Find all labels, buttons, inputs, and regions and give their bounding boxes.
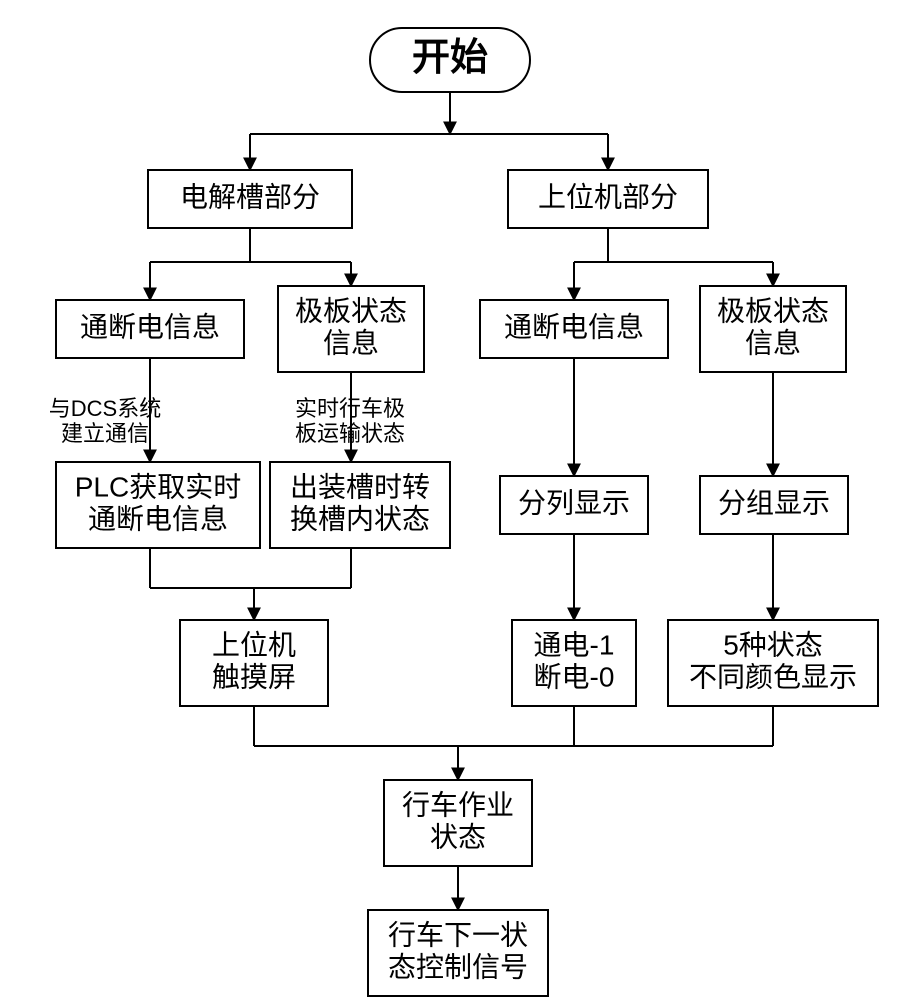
node-start: 开始 [370,28,530,92]
node-e_plate: 极板状态信息 [278,286,424,372]
node-crane_op: 行车作业状态 [384,780,532,866]
node-text-e_power-0: 通断电信息 [80,311,220,342]
node-text-h_plate-1: 信息 [745,327,801,358]
node-text-e_plate-0: 极板状态 [295,295,407,326]
annotation-text-crane-1: 板运输状态 [295,421,405,446]
node-text-touch-0: 上位机 [212,629,296,660]
node-text-grp_disp-0: 分组显示 [718,487,830,518]
annotation-dcs: 与DCS系统建立通信 [49,396,161,446]
node-text-touch-1: 触摸屏 [212,661,296,692]
node-h_power: 通断电信息 [480,300,668,358]
annotation-text-dcs-0: 与DCS系统 [49,396,161,421]
node-power_10: 通电-1断电-0 [512,620,636,706]
node-text-five_states-0: 5种状态 [723,629,823,660]
node-text-transform-0: 出装槽时转 [290,471,430,502]
node-col_disp: 分列显示 [500,476,648,534]
node-h_plate: 极板状态信息 [700,286,846,372]
node-text-start-0: 开始 [412,37,488,79]
flowchart-canvas: 开始电解槽部分上位机部分通断电信息极板状态信息通断电信息极板状态信息PLC获取实… [0,0,915,1000]
node-host: 上位机部分 [508,170,708,228]
node-e_power: 通断电信息 [56,300,244,358]
node-text-crane_op-1: 状态 [430,821,486,852]
node-grp_disp: 分组显示 [700,476,848,534]
node-text-crane_next-0: 行车下一状 [388,919,528,950]
node-text-e_plate-1: 信息 [323,327,379,358]
node-touch: 上位机触摸屏 [180,620,328,706]
node-text-h_power-0: 通断电信息 [504,311,644,342]
node-text-power_10-1: 断电-0 [534,661,615,692]
node-text-power_10-0: 通电-1 [534,629,615,660]
node-text-host-0: 上位机部分 [538,181,678,212]
annotation-text-crane-0: 实时行车极 [295,396,405,421]
annotation-text-dcs-1: 建立通信 [61,421,149,446]
node-text-five_states-1: 不同颜色显示 [689,661,857,692]
node-transform: 出装槽时转换槽内状态 [270,462,450,548]
node-text-crane_next-1: 态控制信号 [388,951,528,982]
annotation-crane: 实时行车极板运输状态 [295,396,405,446]
node-plc: PLC获取实时通断电信息 [56,462,260,548]
node-text-plc-1: 通断电信息 [88,503,228,534]
node-text-transform-1: 换槽内状态 [290,503,430,534]
node-text-plc-0: PLC获取实时 [75,471,241,502]
node-text-crane_op-0: 行车作业 [402,789,514,820]
node-text-h_plate-0: 极板状态 [717,295,829,326]
node-text-col_disp-0: 分列显示 [518,487,630,518]
node-text-electrolyzer-0: 电解槽部分 [180,181,320,212]
node-electrolyzer: 电解槽部分 [148,170,352,228]
node-crane_next: 行车下一状态控制信号 [368,910,548,996]
node-five_states: 5种状态不同颜色显示 [668,620,878,706]
